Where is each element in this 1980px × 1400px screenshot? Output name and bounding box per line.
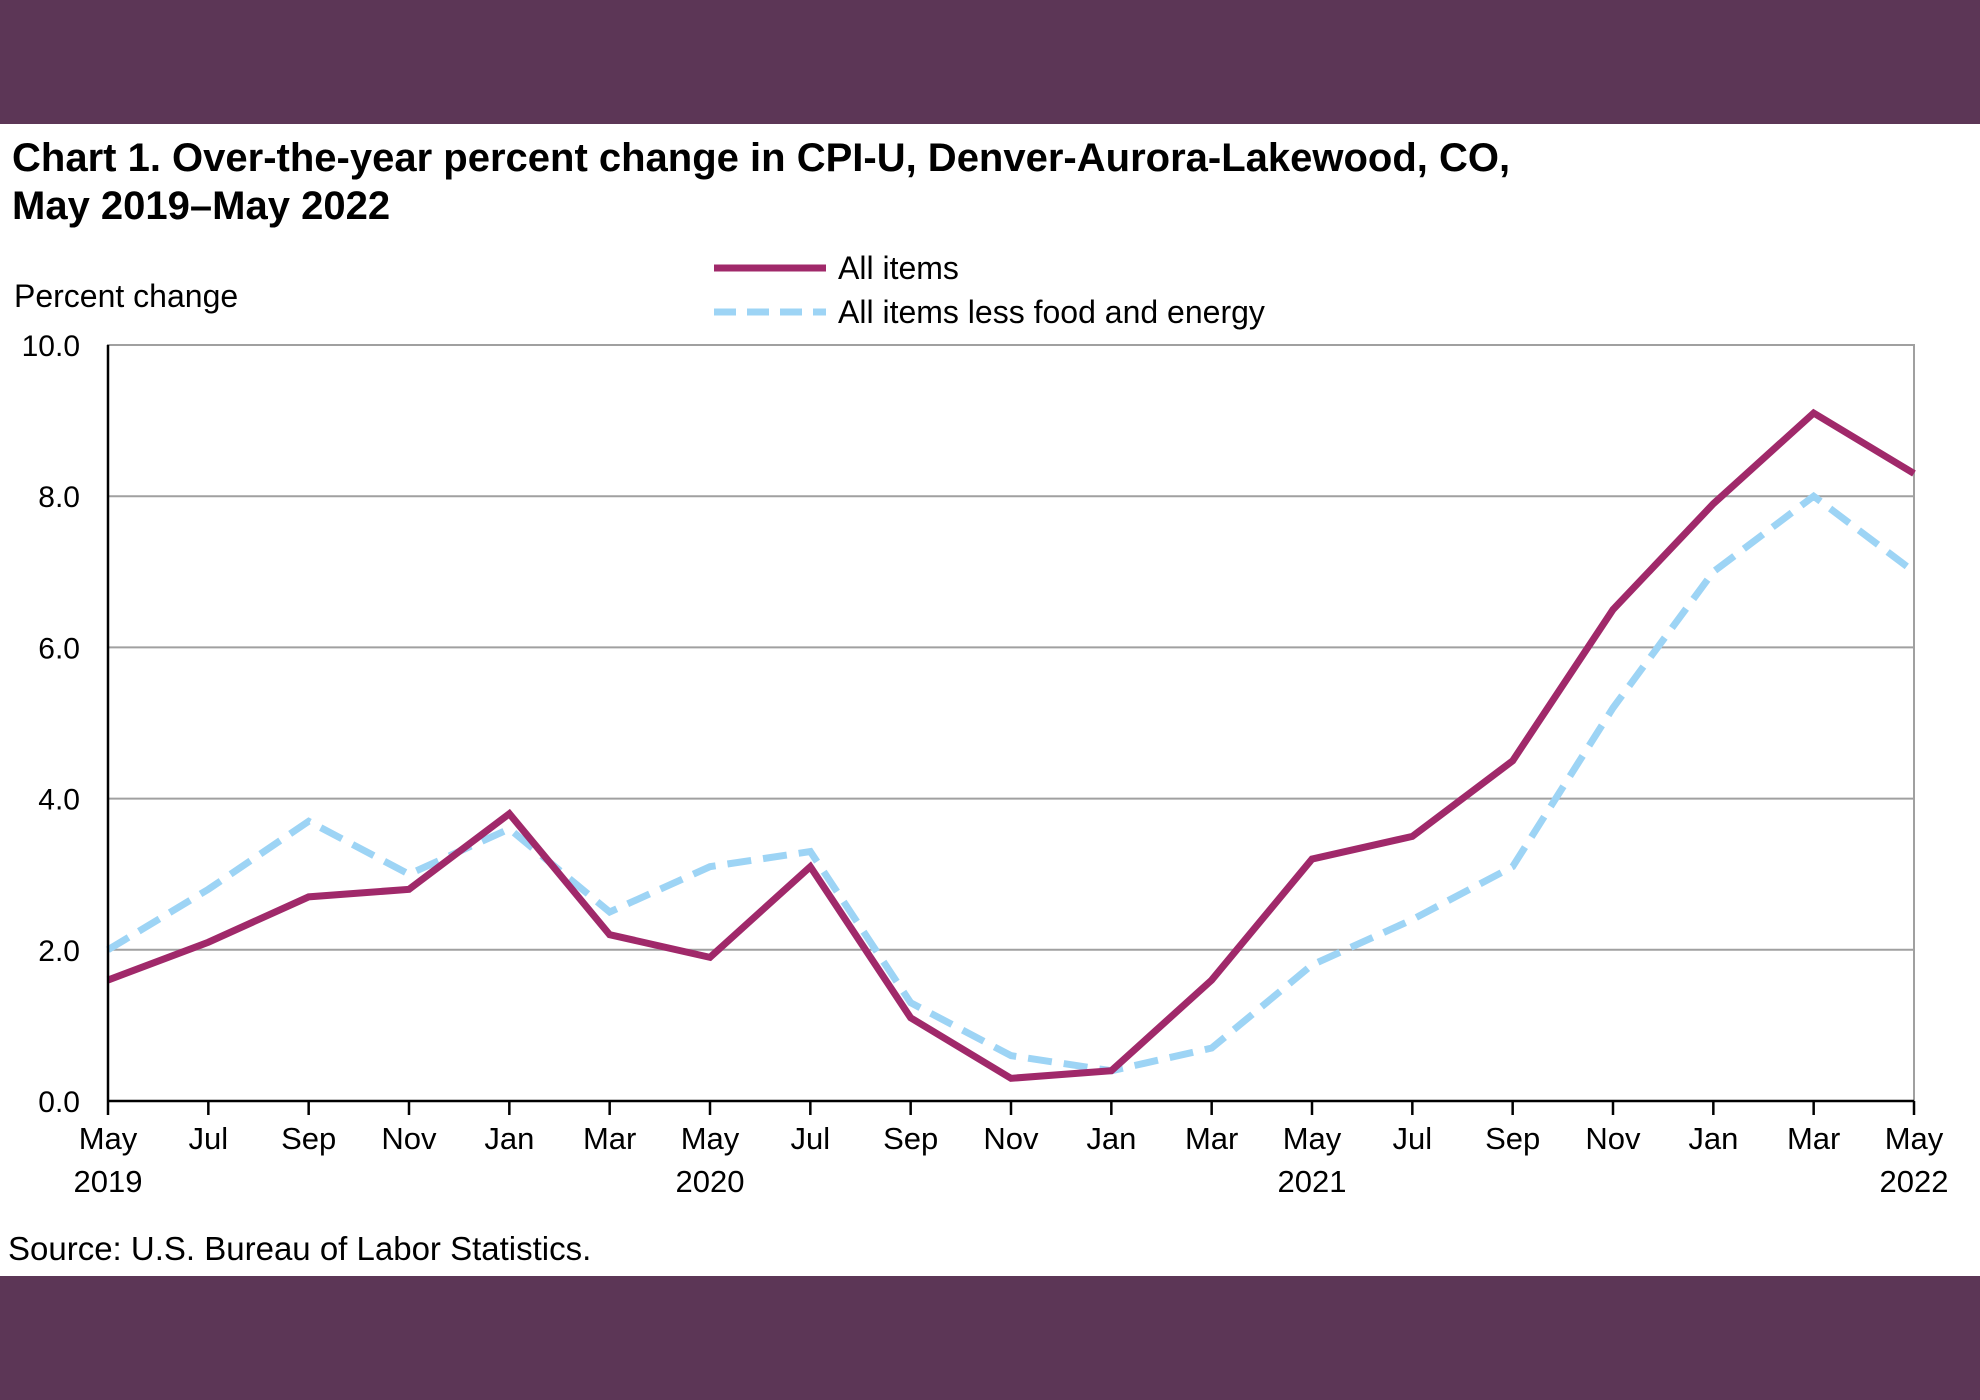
chart-panel: 0.0 2.0 4.0 6.0 8.0 10.0 Percent change May 20… [0,124,1980,1276]
x-tick-label: May [1283,1121,1342,1156]
y-axis-title: Percent change [14,278,238,314]
chart-svg: 0.0 2.0 4.0 6.0 8.0 10.0 Percent change May 20… [14,250,1949,1199]
x-tick-label: Jul [189,1121,229,1156]
y-axis-ticks: 0.0 2.0 4.0 6.0 8.0 10.0 [22,330,80,1119]
chart-title-line-2: May 2019–May 2022 [12,184,391,228]
x-tick-label: Jan [1688,1121,1738,1156]
y-tick-label: 2.0 [38,935,80,968]
x-tick-year-label: 2019 [74,1164,143,1199]
x-tick-label: Sep [883,1121,938,1156]
x-tick-year-label: 2020 [676,1164,745,1199]
x-tick-label: May [1885,1121,1944,1156]
x-tick-label: Nov [1585,1121,1641,1156]
x-tick-label: Jul [791,1121,831,1156]
y-tick-label: 4.0 [38,784,80,817]
y-tick-label: 10.0 [22,330,80,363]
x-tick-label: Jan [1086,1121,1136,1156]
series-line-all-items [106,408,1916,1082]
gridlines [108,495,1914,951]
x-tick-label: Mar [1185,1121,1238,1156]
series-layer [106,408,1917,1082]
x-tick-label: Jul [1393,1121,1433,1156]
y-tick-label: 8.0 [38,481,80,514]
chart-title-line-1: Chart 1. Over-the-year percent change in… [12,136,1511,180]
x-tick-label: Sep [281,1121,336,1156]
x-tick-label: Nov [983,1121,1039,1156]
legend-label-core: All items less food and energy [838,294,1265,330]
x-tick-year-label: 2022 [1880,1164,1949,1199]
x-tick-label: May [79,1121,138,1156]
source-note: Source: U.S. Bureau of Labor Statistics. [8,1230,592,1267]
x-axis-ticks: May 2019 Jul Sep Nov Jan Mar May 2020 Jul Sep Nov Ja… [74,1101,1949,1199]
legend-label-all-items: All items [838,250,959,286]
x-tick-label: Nov [381,1121,437,1156]
x-tick-label: Jan [484,1121,534,1156]
x-tick-year-label: 2021 [1278,1164,1347,1199]
y-tick-label: 0.0 [38,1086,80,1119]
x-tick-label: Sep [1485,1121,1540,1156]
plot-frame [107,344,1915,1102]
chart-title: Chart 1. Over-the-year percent change in… [12,134,1912,230]
x-tick-label: May [681,1121,740,1156]
x-tick-label: Mar [1787,1121,1840,1156]
top-band [0,0,1980,124]
legend: All items All items less food and energy [714,250,1265,330]
series-line-core [106,491,1917,1075]
y-tick-label: 6.0 [38,632,80,665]
x-tick-label: Mar [583,1121,636,1156]
